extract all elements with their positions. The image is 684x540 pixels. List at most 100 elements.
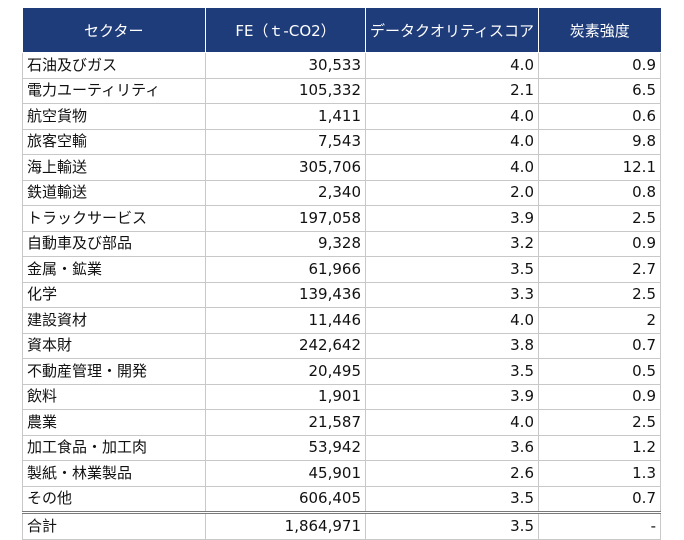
cell-carbon-intensity: 0.9 (538, 383, 661, 410)
cell-fe: 197,058 (205, 205, 366, 232)
cell-carbon-intensity: 2.5 (538, 205, 661, 232)
cell-sector: 金属・鉱業 (22, 256, 206, 283)
cell-fe: 11,446 (205, 307, 366, 334)
table-body: 石油及びガス 30,533 4.0 0.9 電力ユーティリティ 105,332 2.1 6.5… (22, 52, 661, 540)
cell-sector: 建設資材 (22, 307, 206, 334)
cell-fe: 242,642 (205, 332, 366, 359)
cell-data-quality-score: 3.6 (365, 434, 539, 461)
cell-data-quality-score: 2.1 (365, 77, 539, 104)
cell-sector: 石油及びガス (22, 52, 206, 79)
cell-data-quality-score: 4.0 (365, 128, 539, 155)
cell-fe: 61,966 (205, 256, 366, 283)
cell-fe: 53,942 (205, 434, 366, 461)
cell-data-quality-score: 4.0 (365, 409, 539, 436)
table-row: その他 606,405 3.5 0.7 (22, 485, 661, 513)
cell-carbon-intensity: 1.3 (538, 460, 661, 487)
cell-fe: 1,411 (205, 103, 366, 130)
cell-data-quality-score: 3.5 (365, 485, 539, 513)
cell-sector: 自動車及び部品 (22, 230, 206, 257)
cell-sector: トラックサービス (22, 205, 206, 232)
sector-emissions-table: セクター FE（ｔ-CO2） データクオリティスコア 炭素強度 石油及びガス 30… (22, 8, 661, 540)
cell-data-quality-score: 3.2 (365, 230, 539, 257)
table-row: 電力ユーティリティ 105,332 2.1 6.5 (22, 77, 661, 104)
cell-data-quality-score: 3.5 (365, 358, 539, 385)
cell-data-quality-score: 2.0 (365, 179, 539, 206)
table-row: 農業 21,587 4.0 2.5 (22, 409, 661, 436)
cell-data-quality-score: 3.5 (365, 511, 539, 540)
table-row: 資本財 242,642 3.8 0.7 (22, 332, 661, 359)
cell-fe: 1,864,971 (205, 511, 366, 540)
table-row: 金属・鉱業 61,966 3.5 2.7 (22, 256, 661, 283)
cell-fe: 305,706 (205, 154, 366, 181)
cell-sector: 鉄道輸送 (22, 179, 206, 206)
cell-fe: 139,436 (205, 281, 366, 308)
table-row: 航空貨物 1,411 4.0 0.6 (22, 103, 661, 130)
cell-sector: 旅客空輸 (22, 128, 206, 155)
header-carbon-intensity: 炭素強度 (538, 8, 661, 53)
cell-sector: 化学 (22, 281, 206, 308)
cell-sector: 航空貨物 (22, 103, 206, 130)
cell-sector: 電力ユーティリティ (22, 77, 206, 104)
cell-sector: 不動産管理・開発 (22, 358, 206, 385)
cell-carbon-intensity: 2.5 (538, 409, 661, 436)
cell-carbon-intensity: - (538, 511, 661, 540)
cell-data-quality-score: 4.0 (365, 307, 539, 334)
cell-fe: 45,901 (205, 460, 366, 487)
cell-carbon-intensity: 6.5 (538, 77, 661, 104)
table-row: 海上輸送 305,706 4.0 12.1 (22, 154, 661, 181)
cell-fe: 105,332 (205, 77, 366, 104)
cell-fe: 21,587 (205, 409, 366, 436)
cell-fe: 9,328 (205, 230, 366, 257)
cell-sector: 合計 (22, 511, 206, 540)
table-row: 自動車及び部品 9,328 3.2 0.9 (22, 230, 661, 257)
cell-data-quality-score: 2.6 (365, 460, 539, 487)
header-sector: セクター (22, 8, 206, 53)
cell-carbon-intensity: 2 (538, 307, 661, 334)
cell-data-quality-score: 3.8 (365, 332, 539, 359)
cell-carbon-intensity: 2.5 (538, 281, 661, 308)
cell-sector: 農業 (22, 409, 206, 436)
cell-sector: 資本財 (22, 332, 206, 359)
table-container: セクター FE（ｔ-CO2） データクオリティスコア 炭素強度 石油及びガス 30… (22, 8, 661, 540)
cell-data-quality-score: 3.9 (365, 383, 539, 410)
table-row: 石油及びガス 30,533 4.0 0.9 (22, 52, 661, 79)
cell-fe: 30,533 (205, 52, 366, 79)
cell-sector: その他 (22, 485, 206, 513)
cell-data-quality-score: 3.9 (365, 205, 539, 232)
cell-fe: 2,340 (205, 179, 366, 206)
cell-carbon-intensity: 1.2 (538, 434, 661, 461)
cell-carbon-intensity: 0.5 (538, 358, 661, 385)
cell-carbon-intensity: 0.6 (538, 103, 661, 130)
cell-carbon-intensity: 2.7 (538, 256, 661, 283)
table-header-row: セクター FE（ｔ-CO2） データクオリティスコア 炭素強度 (22, 8, 661, 53)
cell-data-quality-score: 4.0 (365, 154, 539, 181)
cell-sector: 加工食品・加工肉 (22, 434, 206, 461)
cell-carbon-intensity: 12.1 (538, 154, 661, 181)
cell-fe: 20,495 (205, 358, 366, 385)
cell-data-quality-score: 4.0 (365, 103, 539, 130)
cell-sector: 飲料 (22, 383, 206, 410)
cell-data-quality-score: 3.5 (365, 256, 539, 283)
table-row: 鉄道輸送 2,340 2.0 0.8 (22, 179, 661, 206)
cell-data-quality-score: 4.0 (365, 52, 539, 79)
table-row: 不動産管理・開発 20,495 3.5 0.5 (22, 358, 661, 385)
table-row: 化学 139,436 3.3 2.5 (22, 281, 661, 308)
header-data-quality-score: データクオリティスコア (365, 8, 539, 53)
cell-carbon-intensity: 0.8 (538, 179, 661, 206)
table-total-row: 合計 1,864,971 3.5- (22, 511, 661, 540)
header-fe: FE（ｔ-CO2） (205, 8, 366, 53)
table-row: 製紙・林業製品 45,901 2.6 1.3 (22, 460, 661, 487)
cell-fe: 606,405 (205, 485, 366, 513)
cell-sector: 製紙・林業製品 (22, 460, 206, 487)
table-row: 加工食品・加工肉 53,942 3.6 1.2 (22, 434, 661, 461)
cell-carbon-intensity: 9.8 (538, 128, 661, 155)
table-row: 建設資材 11,446 4.0 2 (22, 307, 661, 334)
cell-carbon-intensity: 0.7 (538, 332, 661, 359)
cell-carbon-intensity: 0.9 (538, 52, 661, 79)
cell-carbon-intensity: 0.7 (538, 485, 661, 513)
cell-data-quality-score: 3.3 (365, 281, 539, 308)
table-row: 旅客空輸 7,543 4.0 9.8 (22, 128, 661, 155)
cell-sector: 海上輸送 (22, 154, 206, 181)
table-row: 飲料 1,901 3.9 0.9 (22, 383, 661, 410)
cell-fe: 1,901 (205, 383, 366, 410)
